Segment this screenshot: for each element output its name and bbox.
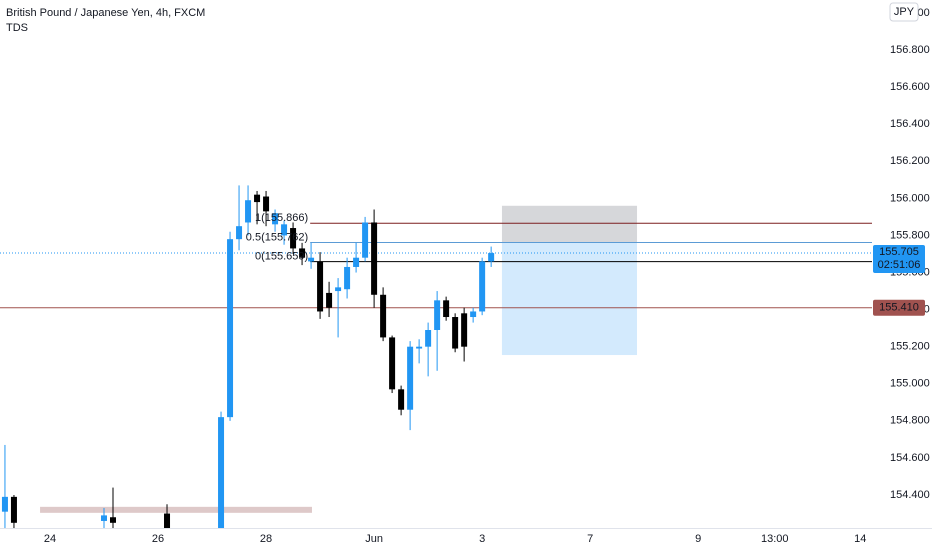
chart-title: British Pound / Japanese Yen, 4h, FXCM — [6, 7, 205, 19]
x-tick-label: 14 — [854, 533, 866, 545]
candle-body — [227, 239, 234, 418]
y-tick-label: 156.800 — [890, 44, 930, 56]
candle-body — [236, 226, 243, 240]
x-tick-label: 26 — [152, 533, 164, 545]
position-stop — [501, 205, 638, 243]
candle-body — [380, 294, 387, 338]
y-tick-label: 156.600 — [890, 81, 930, 93]
candle-body — [263, 196, 270, 212]
countdown-label: 02:51:06 — [878, 259, 921, 271]
fib-label: 0.5(155.762) — [246, 231, 308, 243]
candle-body — [488, 253, 495, 262]
y-tick-label: 155.200 — [890, 341, 930, 353]
y-tick-label: 155.800 — [890, 229, 930, 241]
candle-body — [452, 317, 459, 349]
currency-label[interactable]: JPY — [894, 6, 915, 18]
alert-price-label: 155.410 — [879, 302, 919, 314]
candle-body — [317, 261, 324, 312]
y-tick-label: 154.600 — [890, 452, 930, 464]
candle-body — [281, 224, 288, 236]
y-tick-label: 154.400 — [890, 489, 930, 501]
candle-body — [425, 330, 432, 347]
x-tick-label: 13:00 — [761, 533, 789, 545]
fib-label: 0(155.659) — [255, 250, 308, 262]
y-tick-label: 156.200 — [890, 155, 930, 167]
fib-label: 1(155.866) — [255, 212, 308, 224]
x-tick-label: 28 — [260, 533, 272, 545]
position-target — [501, 242, 638, 356]
x-tick-label: 3 — [479, 533, 485, 545]
candle-body — [299, 248, 306, 258]
x-tick-label: Jun — [365, 533, 383, 545]
candle-body — [344, 266, 351, 290]
candle-body — [470, 311, 477, 318]
y-tick-label: 154.800 — [890, 415, 930, 427]
candle-body — [416, 346, 423, 349]
overlay: 1(155.866) 0.5(155.762) 0(155.659) — [246, 212, 308, 262]
candle-body — [100, 515, 107, 521]
candle-body — [326, 292, 333, 308]
candle-body — [443, 300, 450, 318]
y-tick-label: 156.000 — [890, 192, 930, 204]
candle-body — [245, 200, 252, 223]
candle-body — [272, 213, 279, 225]
indicator-name: TDS — [6, 22, 28, 34]
candle-body — [308, 257, 315, 262]
candle-body — [434, 300, 441, 330]
x-tick-label: 7 — [587, 533, 593, 545]
candle-body — [335, 287, 342, 292]
candle-body — [164, 513, 171, 528]
alert-price-box — [873, 299, 925, 316]
candle-body — [254, 194, 261, 203]
candle-body — [389, 337, 396, 390]
candle-body — [10, 496, 17, 523]
candle-body — [290, 228, 297, 249]
x-tick-label: 9 — [695, 533, 701, 545]
last-price-label: 155.705 — [879, 246, 919, 258]
candle-body — [371, 222, 378, 295]
candle-body — [407, 346, 414, 410]
candle-body — [353, 257, 360, 267]
currency-button[interactable] — [889, 2, 919, 22]
candle-body — [1, 496, 8, 512]
y-tick-label: 156.400 — [890, 118, 930, 130]
plot-area — [0, 185, 872, 528]
candle-body — [218, 417, 225, 528]
candle-body — [461, 313, 468, 347]
y-tick-label: 155.000 — [890, 378, 930, 390]
candle-body — [479, 261, 486, 312]
candle-body — [109, 517, 116, 523]
candle-body — [362, 222, 369, 258]
candle-body — [398, 389, 405, 410]
band — [40, 506, 312, 513]
last-price-box — [873, 245, 925, 274]
x-tick-label: 24 — [44, 533, 56, 545]
